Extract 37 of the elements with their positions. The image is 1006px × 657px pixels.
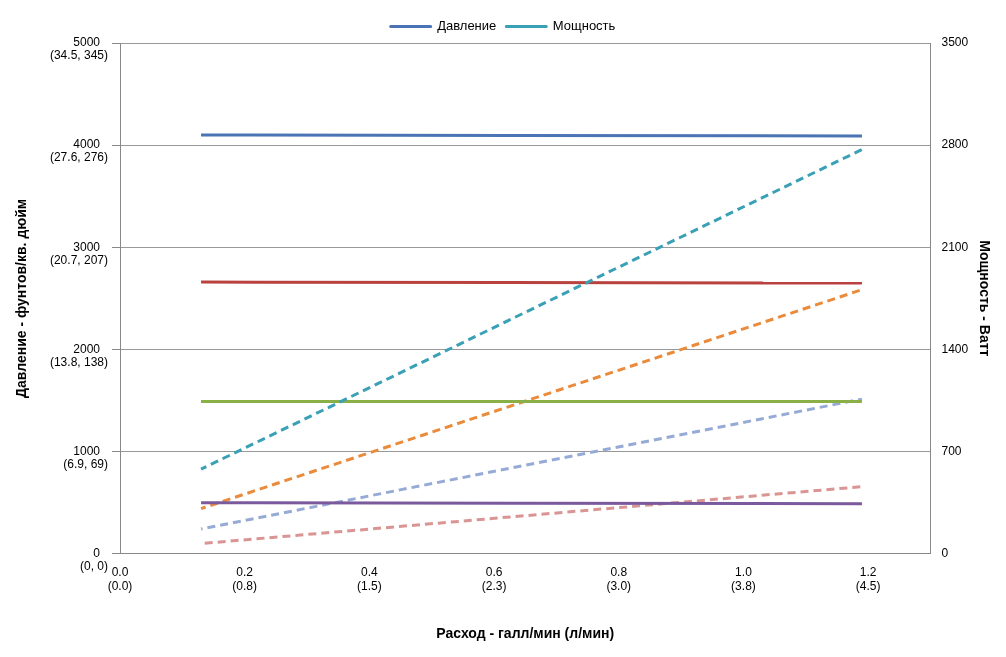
x-tick-label: 0.6 xyxy=(485,565,503,580)
y2-tick-label: 2100 xyxy=(941,239,969,254)
y-tick-label: 1000 xyxy=(73,443,101,458)
legend-label: Давление xyxy=(437,18,497,34)
x-tick-label: 0.2 xyxy=(236,565,254,580)
x-axis-title: Расход - галл/мин (л/мин) xyxy=(436,625,615,642)
x-tick-label: 1.2 xyxy=(859,565,877,580)
text: (4.5) xyxy=(855,579,881,594)
y-tick-label: 0 xyxy=(93,546,101,561)
text: (13.8, 138) xyxy=(49,354,108,369)
y2-tick-label: 700 xyxy=(941,443,962,458)
text: (6.9, 69) xyxy=(63,456,108,471)
text: (20.7, 207) xyxy=(49,252,108,267)
y2-tick-label: 3500 xyxy=(941,35,969,50)
y2-tick-label: 1400 xyxy=(941,341,969,356)
text: (3.8) xyxy=(731,579,756,594)
text: (27.6, 276) xyxy=(49,150,108,165)
y2-axis-title: Мощность - Ватт xyxy=(976,240,993,357)
x-tick-label: 0.8 xyxy=(610,565,628,580)
text: (0.0) xyxy=(107,579,133,594)
y-axis-title: Давление - фунтов/кв. дюйм xyxy=(13,198,30,398)
text: (2.3) xyxy=(481,579,507,594)
text: (0, 0) xyxy=(79,559,108,574)
x-tick-label: 0.4 xyxy=(361,565,379,580)
x-tick-label: 1.0 xyxy=(735,565,753,580)
y-tick-label: 5000 xyxy=(73,35,101,50)
text: (34.5, 345) xyxy=(49,48,108,63)
y-tick-label: 3000 xyxy=(73,239,101,254)
text: (0.8) xyxy=(232,579,258,594)
y-tick-label: 4000 xyxy=(73,137,101,152)
y-tick-label: 2000 xyxy=(73,341,101,356)
y2-tick-label: 2800 xyxy=(941,137,969,152)
text: (3.0) xyxy=(606,579,632,594)
legend-label: Мощность xyxy=(552,18,616,34)
text: (1.5) xyxy=(357,579,382,594)
x-tick-label: 0.0 xyxy=(111,565,129,580)
y2-tick-label: 0 xyxy=(941,546,949,561)
